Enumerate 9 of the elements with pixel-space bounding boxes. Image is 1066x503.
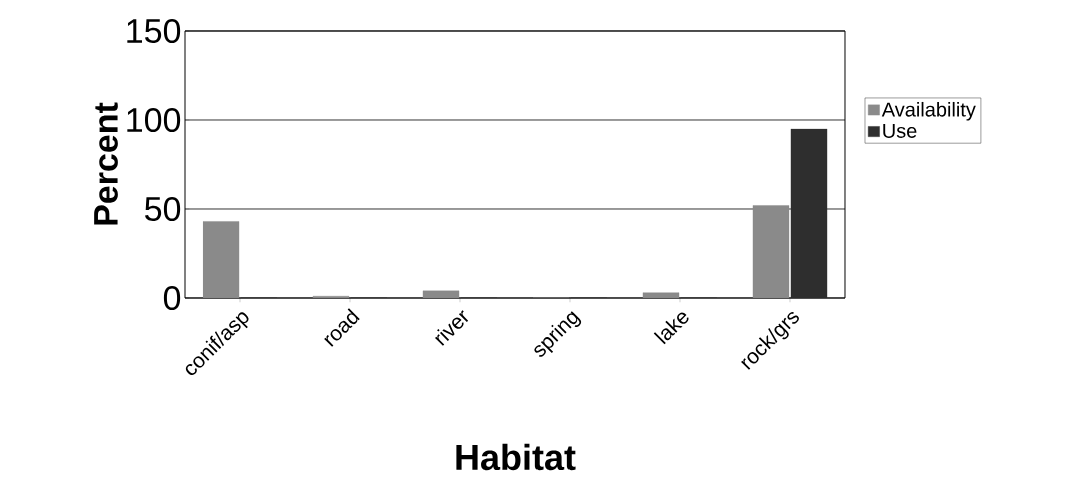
y-tick-label: 100 [127,107,181,133]
x-axis-title: Habitat [456,443,576,471]
y-tick-label: 0 [163,285,181,311]
legend-label: Use [883,123,917,138]
x-tick-label: lake [653,312,689,345]
legend-label: Availability [881,101,976,121]
y-tick-label: 50 [145,196,181,222]
y-tick-label: 150 [127,18,181,44]
y-axis-title: Percent [94,102,118,225]
